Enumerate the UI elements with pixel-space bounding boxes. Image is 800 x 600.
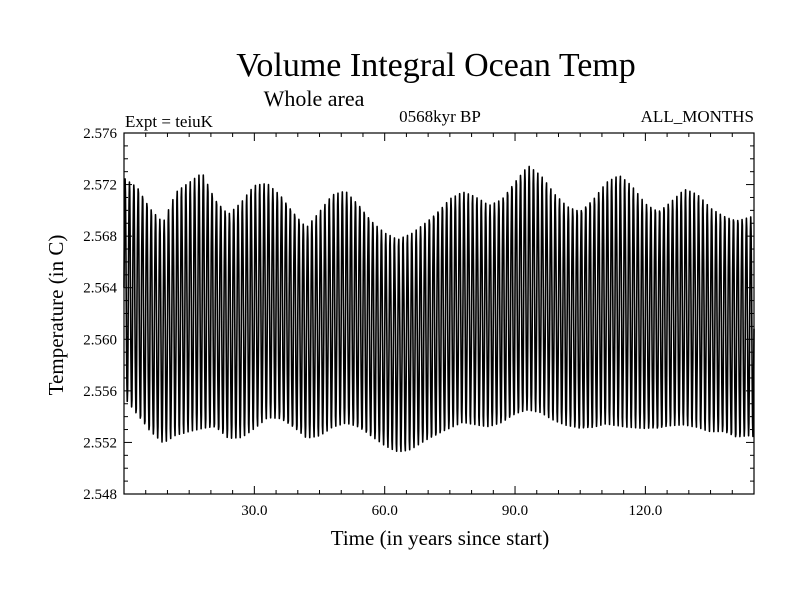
x-tick-label: 30.0 xyxy=(241,503,267,519)
x-axis-label: Time (in years since start) xyxy=(331,526,550,550)
series-line-all-months xyxy=(123,165,755,453)
chart-title: Volume Integral Ocean Temp xyxy=(236,47,636,84)
y-tick-label: 2.576 xyxy=(83,126,117,142)
x-tick-label: 120.0 xyxy=(629,503,663,519)
x-tick-label: 90.0 xyxy=(502,503,528,519)
y-tick-label: 2.556 xyxy=(83,384,117,400)
y-tick-label: 2.552 xyxy=(83,435,117,451)
y-tick-label: 2.572 xyxy=(83,178,117,194)
x-tick-label: 60.0 xyxy=(372,503,398,519)
plot-frame xyxy=(123,132,755,495)
tick-layer: 2.548 2.552 2.556 2.560 2.564 2.568 2.572 2.576… xyxy=(83,126,754,519)
y-tick-label: 2.560 xyxy=(83,332,117,348)
y-tick-label: 2.568 xyxy=(83,229,117,245)
series-layer xyxy=(123,165,755,453)
chart-subtitle: Whole area xyxy=(264,86,365,111)
period-label: 0568kyr BP xyxy=(399,107,481,126)
y-axis-label: Temperature (in C) xyxy=(44,235,68,396)
months-label: ALL_MONTHS xyxy=(641,107,754,126)
y-tick-label: 2.548 xyxy=(83,487,117,503)
y-tick-label: 2.564 xyxy=(83,281,117,297)
experiment-label: Expt = teiuK xyxy=(125,112,214,131)
